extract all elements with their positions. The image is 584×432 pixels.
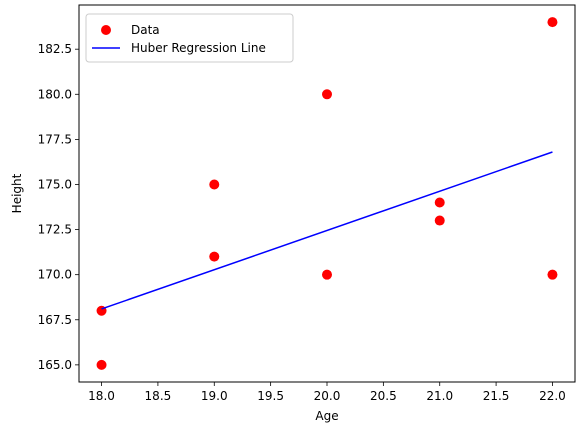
data-point [322, 89, 332, 100]
y-tick-label: 170.0 [38, 268, 72, 282]
x-tick-label: 21.0 [426, 389, 453, 403]
data-point [547, 17, 558, 28]
y-tick-label: 167.5 [38, 313, 72, 327]
x-axis-label: Age [315, 409, 338, 423]
x-tick-label: 20.5 [370, 389, 397, 403]
huber-regression-line [101, 151, 553, 310]
legend-marker-data [101, 25, 111, 35]
data-point [96, 359, 107, 370]
y-tick-label: 177.5 [38, 132, 72, 146]
y-tick-label: 172.5 [38, 223, 72, 237]
x-tick-label: 19.5 [257, 389, 284, 403]
data-point [434, 197, 445, 208]
data-point [209, 179, 220, 190]
x-tick-label: 18.0 [88, 389, 115, 403]
x-tick-label: 22.0 [539, 389, 566, 403]
x-tick-label: 19.0 [201, 389, 228, 403]
legend-frame [85, 13, 294, 63]
data-point [322, 269, 332, 280]
x-tick-label: 18.5 [145, 389, 172, 403]
data-point [547, 269, 558, 280]
legend: Data Huber Regression Line [85, 13, 294, 63]
y-tick-label: 180.0 [38, 87, 72, 101]
y-tick-label: 175.0 [38, 177, 72, 191]
y-axis-label: Height [10, 173, 24, 213]
y-tick-label: 182.5 [38, 42, 72, 56]
legend-label-huber-line: Huber Regression Line [131, 41, 266, 55]
x-tick-label: 21.5 [483, 389, 510, 403]
y-tick-label: 165.0 [38, 358, 72, 372]
y-axis: 165.0 167.5 170.0 172.5 175.0 177.5 180.0 182.5 [38, 42, 79, 372]
x-tick-label: 20.0 [314, 389, 341, 403]
legend-label-data: Data [131, 23, 160, 37]
plot-area [96, 17, 558, 370]
x-axis: 18.0 18.5 19.0 19.5 20.0 20.5 21.0 21.5 22.0 [88, 382, 566, 403]
data-point [209, 251, 220, 262]
data-point [434, 215, 445, 226]
